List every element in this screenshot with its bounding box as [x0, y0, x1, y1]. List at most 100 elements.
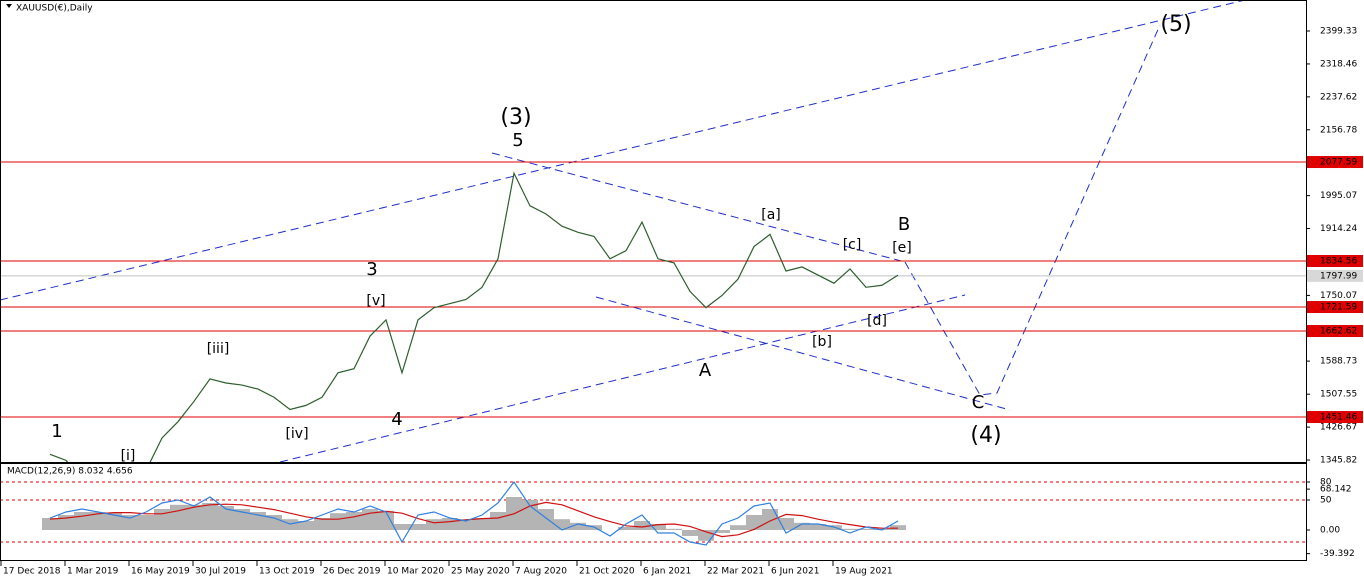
histogram-bar — [266, 515, 282, 530]
y-tick-label: 68.142 — [1320, 485, 1352, 495]
wave-label: [v] — [366, 293, 385, 309]
histogram-bar — [778, 518, 794, 530]
histogram-bar — [650, 524, 666, 530]
y-tick-label: 0.00 — [1320, 526, 1340, 536]
histogram-bar — [666, 528, 682, 530]
histogram-bar — [330, 513, 346, 530]
upper-channel — [1, 1, 1243, 301]
wave-label: [iii] — [207, 341, 230, 357]
histogram-bar — [442, 518, 458, 530]
histogram-bar — [42, 518, 58, 530]
histogram-bar — [138, 515, 154, 530]
y-tick-label: 1507.55 — [1320, 390, 1357, 400]
triangle-top — [491, 152, 906, 263]
histogram-bar — [410, 524, 426, 530]
x-tick-label: 19 Aug 2021 — [835, 567, 893, 577]
x-tick-label: 1 Mar 2019 — [67, 567, 119, 577]
level-tag — [1307, 255, 1363, 268]
wave-label: A — [699, 360, 712, 381]
x-tick-label: 10 Mar 2020 — [387, 567, 444, 577]
level-tag — [1307, 156, 1363, 169]
y-tick-label: 1914.24 — [1320, 224, 1357, 234]
x-tick-label: 6 Jan 2021 — [643, 567, 691, 577]
y-tick-label: 2156.78 — [1320, 125, 1357, 135]
histogram-bar — [90, 512, 106, 530]
histogram-bar — [122, 515, 138, 530]
x-tick-label: 25 May 2020 — [451, 567, 510, 577]
wave-label: B — [898, 214, 910, 235]
x-tick-label: 26 Dec 2019 — [323, 567, 381, 577]
y-tick-label: 1750.07 — [1320, 291, 1357, 301]
y-tick-label: -39.392 — [1320, 549, 1355, 559]
wave-label: 5 — [512, 130, 523, 151]
histogram-bar — [794, 522, 810, 530]
level-label: 2077.59 — [1320, 158, 1357, 168]
histogram-bar — [810, 524, 826, 530]
level-label: 1662.62 — [1320, 327, 1357, 337]
histogram-bar — [394, 524, 410, 530]
wave-label: (3) — [500, 105, 531, 130]
histogram-bar — [170, 504, 186, 530]
projection — [904, 24, 1161, 396]
y-tick-label: 1588.73 — [1320, 357, 1357, 367]
level-label: 1834.56 — [1320, 257, 1357, 267]
histogram-bar — [554, 519, 570, 530]
wave-label: [a] — [761, 207, 781, 223]
y-tick-label: 2399.33 — [1320, 27, 1357, 37]
histogram-bar — [570, 522, 586, 530]
price-line — [49, 171, 899, 462]
y-tick-label: 1426.67 — [1320, 423, 1357, 433]
histogram-bar — [202, 503, 218, 530]
wave-label: 4 — [391, 409, 402, 430]
histogram-bar — [730, 525, 746, 530]
y-tick-label: 1345.82 — [1320, 456, 1357, 466]
histogram-bar — [490, 512, 506, 530]
y-tick-label: 80 — [1320, 478, 1332, 488]
level-label: 1451.46 — [1320, 413, 1357, 423]
y-tick-label: 1995.07 — [1320, 191, 1357, 201]
x-tick-label: 21 Oct 2020 — [579, 567, 635, 577]
histogram-bar — [106, 513, 122, 530]
y-tick-label: 2237.62 — [1320, 92, 1357, 102]
histogram-bar — [186, 504, 202, 530]
histogram-bar — [346, 512, 362, 530]
histogram-bar — [682, 530, 698, 536]
triangle-bottom — [595, 296, 1011, 411]
x-tick-label: 6 Jun 2021 — [771, 567, 819, 577]
histogram-bar — [858, 528, 874, 530]
y-tick-label: 2318.46 — [1320, 59, 1357, 69]
histogram-bar — [538, 509, 554, 530]
x-tick-label: 13 Oct 2019 — [259, 567, 315, 577]
histogram-bar — [250, 512, 266, 530]
x-tick-label: 22 Mar 2021 — [707, 567, 764, 577]
current-price-tag — [1307, 269, 1363, 282]
wave-label: 3 — [366, 259, 377, 280]
level-tag — [1307, 411, 1363, 424]
x-tick-label: 16 May 2019 — [131, 567, 190, 577]
x-tick-label: 17 Dec 2018 — [3, 567, 61, 577]
histogram-bar — [618, 527, 634, 530]
macd-panel — [0, 463, 1307, 561]
wave-label: 1 — [51, 421, 62, 442]
histogram-bar — [74, 512, 90, 530]
histogram-bar — [378, 510, 394, 530]
histogram-bar — [426, 519, 442, 530]
histogram-bar — [474, 518, 490, 530]
main-panel — [0, 0, 1307, 463]
histogram-bar — [714, 530, 730, 533]
symbol-icon — [6, 4, 12, 8]
signal-line — [49, 501, 898, 538]
histogram-bar — [234, 509, 250, 530]
level-tag — [1307, 301, 1363, 314]
wave-label: C — [972, 392, 985, 413]
lower-channel — [279, 294, 966, 462]
histogram-bar — [746, 515, 762, 530]
wave-label: [e] — [892, 240, 912, 256]
histogram-bar — [298, 521, 314, 530]
wave-label: [c] — [843, 237, 862, 253]
histogram-bar — [458, 519, 474, 530]
x-tick-label: 7 Aug 2020 — [515, 567, 567, 577]
wave-label: (4) — [970, 423, 1001, 448]
level-label: 1721.59 — [1320, 303, 1357, 313]
